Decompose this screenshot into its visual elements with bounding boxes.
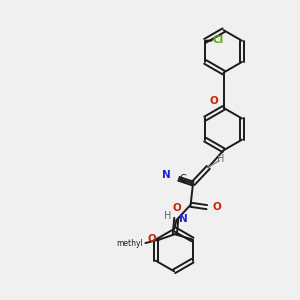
Text: N: N (162, 170, 171, 180)
Text: H: H (217, 154, 224, 164)
Text: Cl: Cl (213, 35, 224, 45)
Text: N: N (179, 214, 188, 224)
Text: O: O (147, 234, 156, 244)
Text: C: C (179, 174, 186, 184)
Text: O: O (212, 202, 221, 212)
Text: H: H (164, 211, 171, 221)
Text: O: O (210, 96, 218, 106)
Text: O: O (172, 203, 181, 213)
Text: methyl: methyl (116, 238, 143, 247)
